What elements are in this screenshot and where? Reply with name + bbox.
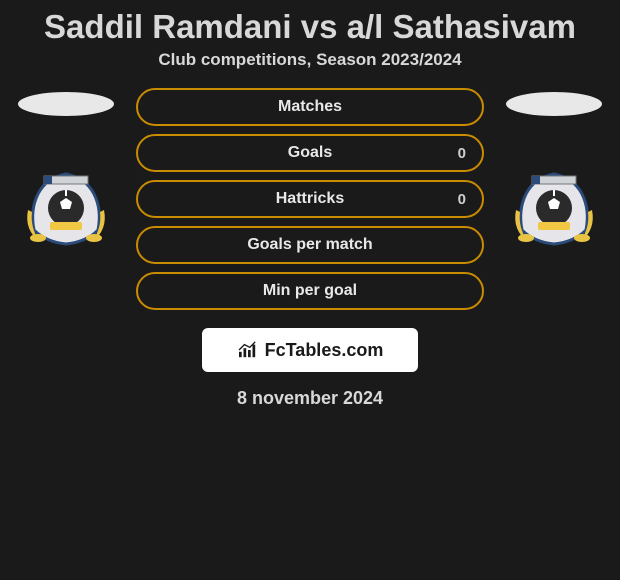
stat-label: Goals per match (247, 236, 372, 254)
brand-chart-icon (237, 341, 259, 359)
left-ellipse (18, 92, 114, 116)
stat-row-hattricks: Hattricks 0 (136, 180, 484, 218)
title-player1: Saddil Ramdani (44, 8, 292, 45)
left-crest-icon (16, 152, 116, 252)
stat-row-mpg: Min per goal (136, 272, 484, 310)
stat-label: Min per goal (263, 282, 357, 300)
stat-val-right: 0 (458, 145, 466, 162)
stat-label: Hattricks (276, 190, 344, 208)
brand-box[interactable]: FcTables.com (202, 328, 418, 372)
stat-row-matches: Matches (136, 88, 484, 126)
title-player2: a/l Sathasivam (347, 8, 576, 45)
right-ellipse (506, 92, 602, 116)
stat-label: Goals (288, 144, 332, 162)
stat-row-goals: Goals 0 (136, 134, 484, 172)
right-col (494, 88, 614, 252)
stat-label: Matches (278, 98, 342, 116)
right-crest-icon (504, 152, 604, 252)
content-row: Matches Goals 0 Hattricks 0 Goals per ma… (0, 88, 620, 310)
stat-row-gpm: Goals per match (136, 226, 484, 264)
date-text: 8 november 2024 (0, 388, 620, 409)
root: Saddil Ramdani vs a/l Sathasivam Club co… (0, 0, 620, 580)
stat-val-right: 0 (458, 191, 466, 208)
subtitle: Club competitions, Season 2023/2024 (0, 50, 620, 88)
brand-text: FcTables.com (265, 340, 384, 361)
left-col (6, 88, 126, 252)
page-title: Saddil Ramdani vs a/l Sathasivam (0, 0, 620, 50)
stats-col: Matches Goals 0 Hattricks 0 Goals per ma… (136, 88, 484, 310)
title-vs: vs (292, 8, 347, 45)
